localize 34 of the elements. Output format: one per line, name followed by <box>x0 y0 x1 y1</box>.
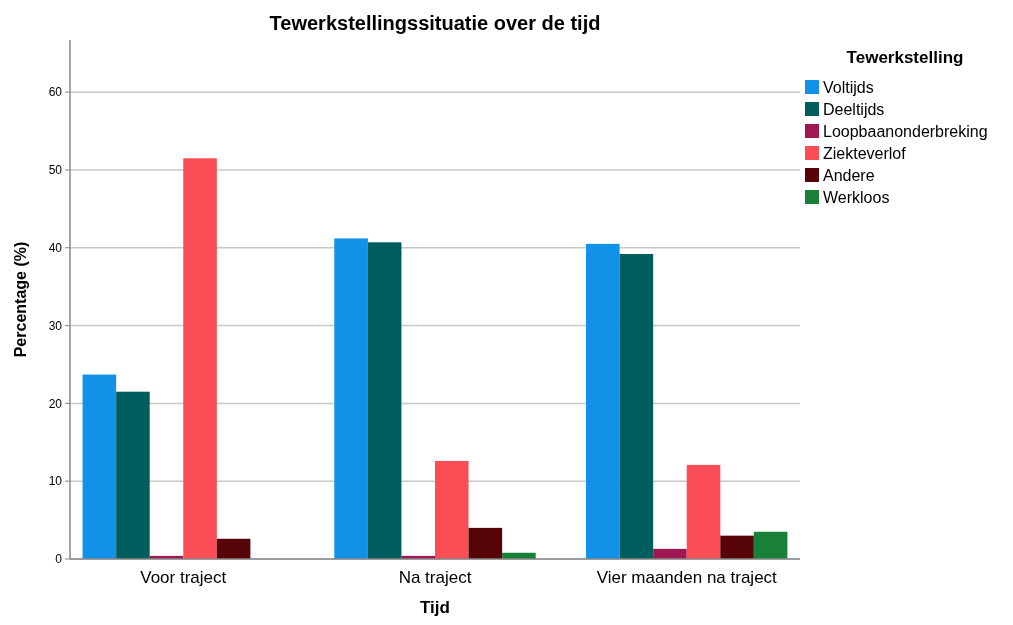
y-tick-label: 40 <box>48 240 63 255</box>
x-tick-label: Voor traject <box>140 568 227 587</box>
legend-label: Loopbaanonderbreking <box>823 122 988 140</box>
y-tick-label: 50 <box>48 163 63 178</box>
x-tick-label: Vier maanden na traject <box>596 568 778 587</box>
bar <box>435 460 469 559</box>
bar <box>619 253 654 559</box>
bar <box>367 242 402 559</box>
bar <box>216 538 251 559</box>
y-tick-label: 10 <box>48 474 63 489</box>
legend-label: Andere <box>823 166 875 184</box>
legend-label: Werkloos <box>823 188 890 206</box>
legend-label: Voltijds <box>823 78 874 96</box>
bar <box>753 531 788 559</box>
bar <box>116 391 150 559</box>
bar <box>586 243 620 559</box>
bar <box>183 158 217 559</box>
bar <box>720 535 754 559</box>
x-axis-title: Tijd <box>420 598 450 617</box>
y-tick-label: 20 <box>48 396 63 411</box>
bar <box>686 464 721 559</box>
bar <box>468 527 503 559</box>
legend-label: Ziekteverlof <box>823 144 907 162</box>
y-tick-label: 30 <box>48 318 63 333</box>
x-tick-label: Na traject <box>398 568 472 587</box>
y-axis-title: Percentage (%) <box>12 241 29 358</box>
legend-label: Deeltijds <box>823 100 885 118</box>
y-tick-label: 60 <box>48 85 63 100</box>
y-tick-label: 0 <box>55 552 63 567</box>
bar <box>653 548 687 559</box>
bar <box>334 238 368 559</box>
bar <box>82 374 117 559</box>
legend-title: Tewerkstelling <box>846 48 964 67</box>
chart-title: Tewerkstellingssituatie over de tijd <box>269 12 601 34</box>
